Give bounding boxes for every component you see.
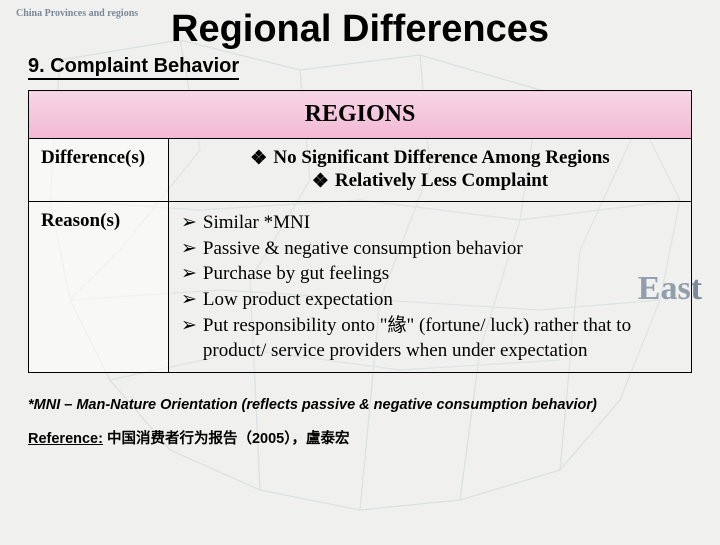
arrow-bullet-icon: ➢	[181, 236, 197, 262]
footnote-text: *MNI – Man-Nature Orientation (reflects …	[28, 397, 692, 413]
row-label-differences: Difference(s)	[29, 139, 169, 202]
main-table: REGIONS Difference(s) ❖ No Significant D…	[28, 90, 692, 373]
arrow-bullet-icon: ➢	[181, 287, 197, 313]
cell-reasons: ➢ Similar *MNI ➢ Passive & negative cons…	[169, 202, 692, 373]
reason-text: Passive & negative consumption behavior	[203, 236, 523, 262]
diamond-bullet-icon: ❖	[250, 147, 267, 170]
diamond-bullet-icon: ❖	[312, 170, 329, 193]
table-header-regions: REGIONS	[29, 91, 692, 139]
reference-text: 中国消费者行为报告（2005），盧泰宏	[107, 431, 350, 447]
difference-text: Relatively Less Complaint	[335, 170, 548, 192]
cell-differences: ❖ No Significant Difference Among Region…	[169, 139, 692, 202]
reference-label: Reference:	[28, 431, 103, 447]
table-row: Difference(s) ❖ No Significant Differenc…	[29, 139, 692, 202]
row-label-reasons: Reason(s)	[29, 202, 169, 373]
section-subtitle: 9. Complaint Behavior	[28, 55, 239, 80]
arrow-bullet-icon: ➢	[181, 313, 197, 339]
table-row: Reason(s) ➢ Similar *MNI ➢ Passive & neg…	[29, 202, 692, 373]
page-title: Regional Differences	[28, 8, 692, 51]
reference-line: Reference: 中国消费者行为报告（2005），盧泰宏	[28, 427, 692, 448]
reason-text: Purchase by gut feelings	[203, 261, 389, 287]
arrow-bullet-icon: ➢	[181, 261, 197, 287]
reason-text: Low product expectation	[203, 287, 393, 313]
slide-content: Regional Differences 9. Complaint Behavi…	[0, 0, 720, 448]
reason-text: Similar *MNI	[203, 210, 310, 236]
arrow-bullet-icon: ➢	[181, 210, 197, 236]
difference-text: No Significant Difference Among Regions	[273, 147, 609, 169]
reason-text: Put responsibility onto "緣" (fortune/ lu…	[203, 313, 679, 364]
